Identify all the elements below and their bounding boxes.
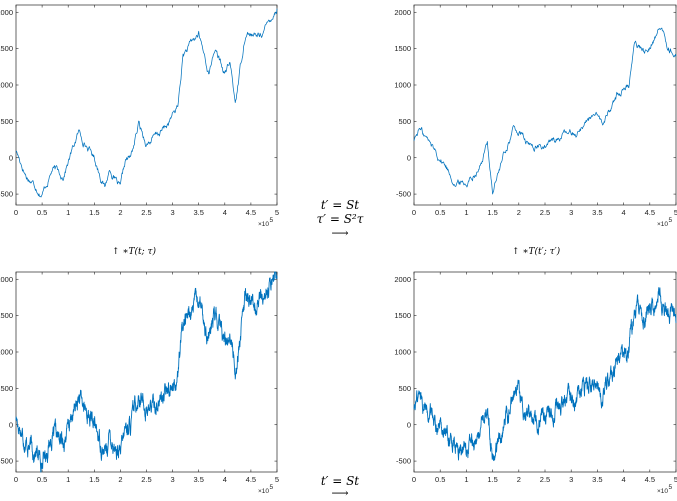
series-line: [413, 287, 677, 462]
series-line: [413, 27, 677, 195]
y-tick-label: 500: [398, 117, 411, 126]
chart-bottom-right: 0 0.5 1 1.5 2 2.5 3 3.5 4 4.5 5-500050010001500200…: [394, 271, 677, 495]
x-exponent-label: ×10: [657, 221, 668, 228]
x-tick-label: 1.5: [487, 475, 497, 484]
y-tick-label: 0: [407, 153, 411, 162]
plot-frame: [15, 4, 278, 206]
x-tick-label: 3: [569, 475, 573, 484]
y-tick-label: -500: [396, 457, 411, 466]
right-transform-label: ↑ ∗T(t′; τ′): [512, 247, 561, 257]
x-tick-label: 3.5: [592, 475, 602, 484]
x-tick-label: 2: [118, 475, 122, 484]
x-tick-label: 2: [118, 208, 122, 217]
x-exponent-power: 5: [669, 217, 673, 224]
y-tick-label: -500: [0, 190, 13, 199]
x-tick-label: 0.5: [435, 208, 445, 217]
x-tick-label: 0.5: [435, 475, 445, 484]
x-exponent-label: ×10: [258, 488, 269, 495]
x-tick-label: 1: [464, 475, 468, 484]
y-tick-label: 2000: [0, 275, 13, 284]
x-tick-label: 2.5: [141, 475, 151, 484]
chart-bottom-left: 00.511.522.533.544.55-500050010001500200…: [0, 271, 279, 495]
x-tick-label: 4: [622, 208, 626, 217]
x-tick-label: 5: [674, 208, 677, 217]
x-tick-label: 2: [517, 475, 521, 484]
y-tick-label: 0: [9, 153, 13, 162]
left-transform-label: ↑ ∗T(t; τ): [112, 247, 157, 257]
x-tick-label: 4: [622, 475, 626, 484]
y-tick-label: -500: [0, 457, 13, 466]
x-tick-label: 1.5: [487, 208, 497, 217]
x-exponent-label: ×10: [258, 221, 269, 228]
x-tick-label: 4.5: [246, 475, 256, 484]
y-tick-label: 2000: [394, 275, 411, 284]
x-tick-label: 3: [171, 475, 175, 484]
x-tick-label: 0: [412, 475, 416, 484]
series-line: [15, 8, 278, 198]
transform-label-tau-top: τ′ = S²τ: [316, 212, 364, 226]
x-tick-label: 5: [674, 475, 677, 484]
y-tick-label: 1500: [394, 44, 411, 53]
x-tick-label: 1.5: [89, 475, 99, 484]
x-tick-label: 2.5: [540, 208, 550, 217]
series-line: [15, 271, 278, 473]
x-tick-label: 1.5: [89, 208, 99, 217]
x-tick-label: 0: [412, 208, 416, 217]
x-tick-label: 4.5: [645, 475, 655, 484]
x-tick-label: 2.5: [540, 475, 550, 484]
plot-frame: [15, 271, 278, 473]
x-tick-label: 4: [223, 208, 227, 217]
x-tick-label: 3: [171, 208, 175, 217]
x-tick-label: 2.5: [141, 208, 151, 217]
y-tick-label: 1500: [0, 311, 13, 320]
x-tick-label: 0.5: [37, 208, 47, 217]
y-tick-label: 1000: [0, 348, 13, 357]
x-tick-label: 1: [66, 208, 70, 217]
x-tick-label: 0.5: [37, 475, 47, 484]
x-tick-label: 0: [14, 475, 18, 484]
y-tick-label: 1000: [394, 348, 411, 357]
x-tick-label: 5: [275, 208, 279, 217]
x-tick-label: 3.5: [592, 208, 602, 217]
y-tick-label: 500: [398, 384, 411, 393]
x-tick-label: 1: [66, 475, 70, 484]
y-tick-label: 2000: [394, 8, 411, 17]
y-tick-label: 2000: [0, 8, 13, 17]
x-tick-label: 2: [517, 208, 521, 217]
chart-top-left: 00.511.522.533.544.55-500050010001500200…: [0, 4, 279, 228]
x-tick-label: 4.5: [246, 208, 256, 217]
x-exponent-label: ×10: [657, 488, 668, 495]
x-tick-label: 0: [14, 208, 18, 217]
x-tick-label: 3.5: [193, 475, 203, 484]
x-tick-label: 4.5: [645, 208, 655, 217]
y-tick-label: 500: [0, 384, 13, 393]
x-tick-label: 1: [464, 208, 468, 217]
right-arrow-icon-bottom: ⟶: [331, 486, 349, 500]
transform-label-t-top: t′ = St: [320, 198, 360, 212]
y-tick-label: 500: [0, 117, 13, 126]
chart-top-right: 0 0.5 1 1.5 2 2.5 3 3.5 4 4.5 5-500050010001500200…: [394, 4, 677, 228]
x-tick-label: 4: [223, 475, 227, 484]
x-tick-label: 5: [275, 475, 279, 484]
y-tick-label: 1000: [394, 81, 411, 90]
x-exponent-power: 5: [270, 484, 274, 491]
y-tick-label: -500: [396, 190, 411, 199]
x-tick-label: 3: [569, 208, 573, 217]
y-tick-label: 0: [407, 420, 411, 429]
y-tick-label: 1500: [394, 311, 411, 320]
right-arrow-icon-top: ⟶: [331, 226, 349, 240]
plot-frame: [413, 4, 677, 206]
x-exponent-power: 5: [270, 217, 274, 224]
y-tick-label: 1000: [0, 81, 13, 90]
y-tick-label: 1500: [0, 44, 13, 53]
x-exponent-power: 5: [669, 484, 673, 491]
y-tick-label: 0: [9, 420, 13, 429]
transform-label-t-bottom: t′ = St: [320, 474, 360, 488]
x-tick-label: 3.5: [193, 208, 203, 217]
